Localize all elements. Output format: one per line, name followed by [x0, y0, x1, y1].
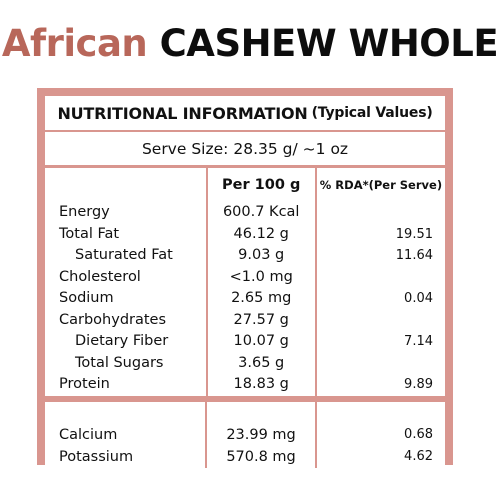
nutrient-per100: 2.65 mg	[208, 288, 317, 310]
nutrient-rda	[317, 353, 445, 375]
nutrient-per100: 18.83 g	[208, 374, 317, 396]
nutrient-name: Protein	[45, 374, 208, 396]
nutrient-name: Total Fat	[45, 223, 208, 245]
mineral-name: Calcium	[45, 424, 208, 446]
nutrition-heading: NUTRITIONAL INFORMATION (Typical Values)	[45, 96, 445, 130]
table-row: Energy 600.7 Kcal	[45, 202, 445, 224]
nutrient-name: Energy	[45, 202, 208, 224]
mineral-per100: 23.99 mg	[207, 424, 317, 446]
nutrient-rda	[317, 202, 445, 224]
table-row: Cholesterol <1.0 mg	[45, 266, 445, 289]
serve-size: Serve Size: 28.35 g/ ~1 oz	[45, 132, 445, 165]
table-row: Dietary Fiber 10.07 g 7.14	[45, 331, 445, 353]
table-row: Sodium 2.65 mg 0.04	[45, 288, 445, 310]
nutrient-name: Dietary Fiber	[45, 331, 208, 353]
column-header-nutrient	[45, 168, 208, 202]
heading-main: NUTRITIONAL INFORMATION	[57, 103, 308, 123]
nutrient-rda: 19.51	[395, 226, 433, 242]
nutrient-per100: 600.7 Kcal	[208, 202, 317, 224]
nutrient-name: Total Sugars	[45, 352, 208, 374]
table-row: Protein 18.83 g 9.89	[45, 374, 445, 396]
nutrient-per100: 27.57 g	[208, 309, 317, 331]
nutrient-per100: 9.03 g	[208, 245, 317, 267]
table-header-row: Per 100 g % RDA*(Per Serve)	[45, 168, 445, 202]
heading-sub: (Typical Values)	[311, 105, 433, 121]
nutrition-table: Per 100 g % RDA*(Per Serve) Energy 600.7…	[45, 168, 445, 396]
product-title: African CASHEW WHOLE	[0, 22, 500, 65]
brand-name: African	[1, 22, 148, 65]
nutrient-per100: <1.0 mg	[208, 266, 317, 288]
nutrient-rda: 7.14	[404, 334, 433, 349]
nutrient-name: Cholesterol	[45, 266, 208, 288]
nutrient-rda	[317, 267, 445, 289]
column-header-per100: Per 100 g	[208, 168, 317, 202]
nutrient-per100: 3.65 g	[208, 352, 317, 374]
table-row: Carbohydrates 27.57 g	[45, 309, 445, 332]
column-header-rda: % RDA*(Per Serve)	[319, 178, 443, 192]
nutrient-rda: 9.89	[404, 377, 433, 392]
table-spacer-row	[45, 402, 445, 424]
nutrient-rda: 0.04	[404, 291, 433, 306]
nutrient-rda	[317, 310, 445, 332]
nutrient-rda: 11.64	[395, 248, 433, 263]
nutrient-name: Carbohydrates	[45, 309, 208, 331]
table-row: Total Fat 46.12 g 19.51	[45, 223, 445, 245]
nutrient-name: Sodium	[45, 288, 208, 310]
mineral-name: Potassium	[45, 446, 208, 468]
nutrient-per100: 46.12 g	[208, 223, 317, 245]
minerals-table: Calcium 23.99 mg 0.68 Potassium 570.8 mg…	[45, 402, 445, 468]
mineral-rda: 4.62	[404, 449, 433, 464]
nutrient-name: Saturated Fat	[45, 245, 208, 267]
table-row: Saturated Fat 9.03 g 11.64	[45, 245, 445, 267]
product-name: CASHEW WHOLE	[159, 22, 499, 65]
mineral-per100: 570.8 mg	[207, 446, 317, 468]
nutrition-panel: NUTRITIONAL INFORMATION (Typical Values)…	[37, 88, 453, 468]
serve-size-value: 28.35 g/ ~1 oz	[233, 139, 349, 158]
table-row: Potassium 570.8 mg 4.62	[45, 446, 445, 468]
table-row: Calcium 23.99 mg 0.68	[45, 424, 445, 446]
table-row: Total Sugars 3.65 g	[45, 352, 445, 375]
nutrient-per100: 10.07 g	[208, 331, 317, 353]
mineral-rda: 0.68	[404, 427, 433, 442]
serve-size-label: Serve Size:	[141, 139, 229, 158]
